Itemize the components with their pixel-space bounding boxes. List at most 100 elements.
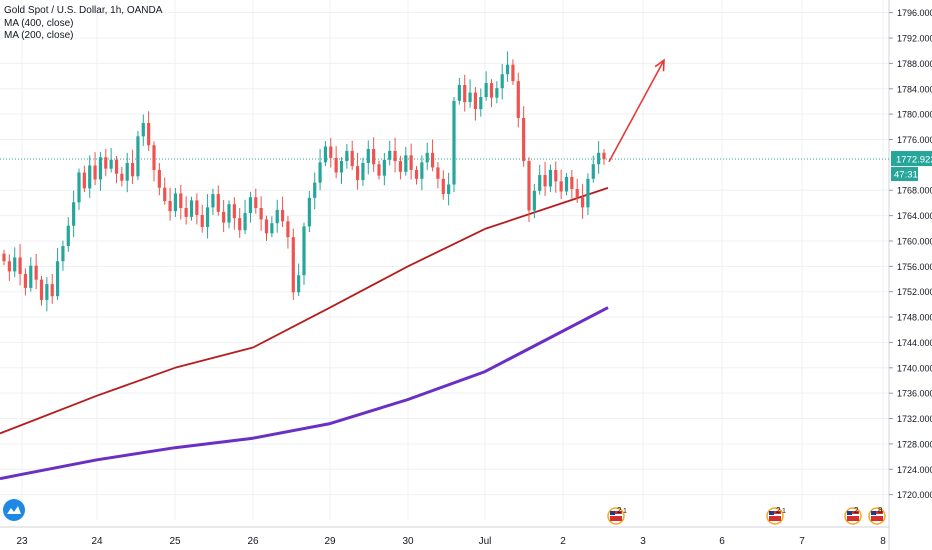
- candle: [248, 191, 253, 223]
- candle-body: [141, 123, 145, 137]
- last-price-value: 1772.922: [896, 155, 932, 166]
- candle: [200, 204, 204, 233]
- candle: [39, 275, 44, 306]
- candle-body: [559, 181, 563, 192]
- candle-body: [232, 204, 236, 219]
- candle: [23, 268, 28, 296]
- candle: [243, 199, 247, 234]
- candle-body: [243, 213, 247, 231]
- candle-body: [163, 187, 167, 202]
- y-tick-label: 1756.000: [897, 262, 932, 272]
- candle: [98, 151, 103, 191]
- candle-body: [291, 237, 295, 293]
- candle-body: [393, 150, 397, 162]
- candle-body: [377, 164, 381, 176]
- candles: [2, 51, 606, 312]
- candle-body: [259, 208, 263, 220]
- candle: [447, 172, 451, 206]
- x-tick-label: 2: [560, 536, 566, 547]
- candle: [270, 216, 274, 238]
- candle: [2, 249, 6, 266]
- candle-body: [66, 225, 70, 247]
- candle: [548, 164, 553, 193]
- candle-body: [543, 175, 547, 187]
- candle: [334, 146, 338, 179]
- candle: [227, 200, 231, 229]
- candle-body: [13, 257, 17, 272]
- candle-body: [254, 197, 258, 208]
- candle-body: [554, 169, 558, 182]
- legend: Gold Spot / U.S. Dollar, 1h, OANDA MA (4…: [4, 5, 162, 43]
- y-tick-label: 1784.000: [897, 84, 932, 94]
- candle-body: [227, 204, 231, 223]
- candle: [430, 139, 435, 172]
- candle-body: [302, 226, 306, 276]
- x-tick-label: Jul: [479, 536, 492, 547]
- candle: [393, 137, 397, 173]
- y-tick-label: 1740.000: [897, 363, 932, 373]
- candle-body: [23, 273, 28, 288]
- y-tick-label: 1792.000: [897, 34, 932, 44]
- candle: [452, 97, 456, 193]
- candle: [382, 152, 386, 186]
- candle: [29, 257, 33, 292]
- candle-body: [522, 117, 526, 162]
- candle-body: [130, 162, 135, 177]
- candle-body: [173, 193, 178, 212]
- candle-body: [29, 265, 33, 288]
- flag-canton: [610, 511, 615, 515]
- candle: [597, 141, 601, 174]
- candle: [77, 168, 81, 210]
- candle-body: [361, 162, 365, 181]
- candle-body: [104, 157, 108, 169]
- candle: [238, 208, 242, 238]
- grid-lines: [0, 0, 889, 520]
- candle: [147, 111, 151, 151]
- candle-body: [350, 150, 354, 167]
- candle-body: [479, 97, 483, 110]
- flag-stripe-white: [847, 514, 859, 516]
- candle-body: [157, 169, 161, 188]
- candle-body: [200, 214, 204, 228]
- candle: [55, 247, 60, 300]
- candle-body: [580, 197, 585, 208]
- candle-body: [120, 173, 124, 181]
- candle: [538, 164, 542, 195]
- candle: [591, 155, 595, 183]
- candle: [409, 143, 413, 180]
- candle-body: [205, 207, 210, 228]
- candle: [500, 64, 504, 100]
- candle-body: [398, 161, 403, 172]
- candle-body: [436, 167, 440, 179]
- x-tick-label: 24: [91, 536, 103, 547]
- candle-body: [136, 136, 140, 177]
- flag-stripe-white: [769, 514, 781, 516]
- candle: [527, 157, 531, 222]
- candle-body: [597, 152, 601, 165]
- candle-body: [39, 279, 44, 300]
- candle: [345, 143, 349, 169]
- candle-body: [382, 159, 386, 176]
- y-tick-label: 1748.000: [897, 313, 932, 323]
- event-badge-count: 2: [617, 506, 622, 515]
- candle: [329, 137, 333, 168]
- candle-body: [591, 164, 595, 179]
- x-tick-label: 25: [169, 536, 181, 547]
- candle-body: [125, 162, 129, 181]
- candle-body: [527, 161, 531, 211]
- y-tick-label: 1768.000: [897, 186, 932, 196]
- candle: [195, 193, 199, 225]
- candle: [559, 169, 563, 200]
- candle: [254, 188, 258, 214]
- candle-body: [489, 83, 494, 98]
- candle-body: [147, 123, 151, 146]
- candle: [564, 173, 569, 196]
- candle: [388, 140, 392, 166]
- candle: [586, 173, 590, 215]
- y-tick-label: 1744.000: [897, 338, 932, 348]
- candle: [313, 172, 317, 210]
- candle-body: [602, 152, 606, 160]
- candle: [173, 188, 178, 217]
